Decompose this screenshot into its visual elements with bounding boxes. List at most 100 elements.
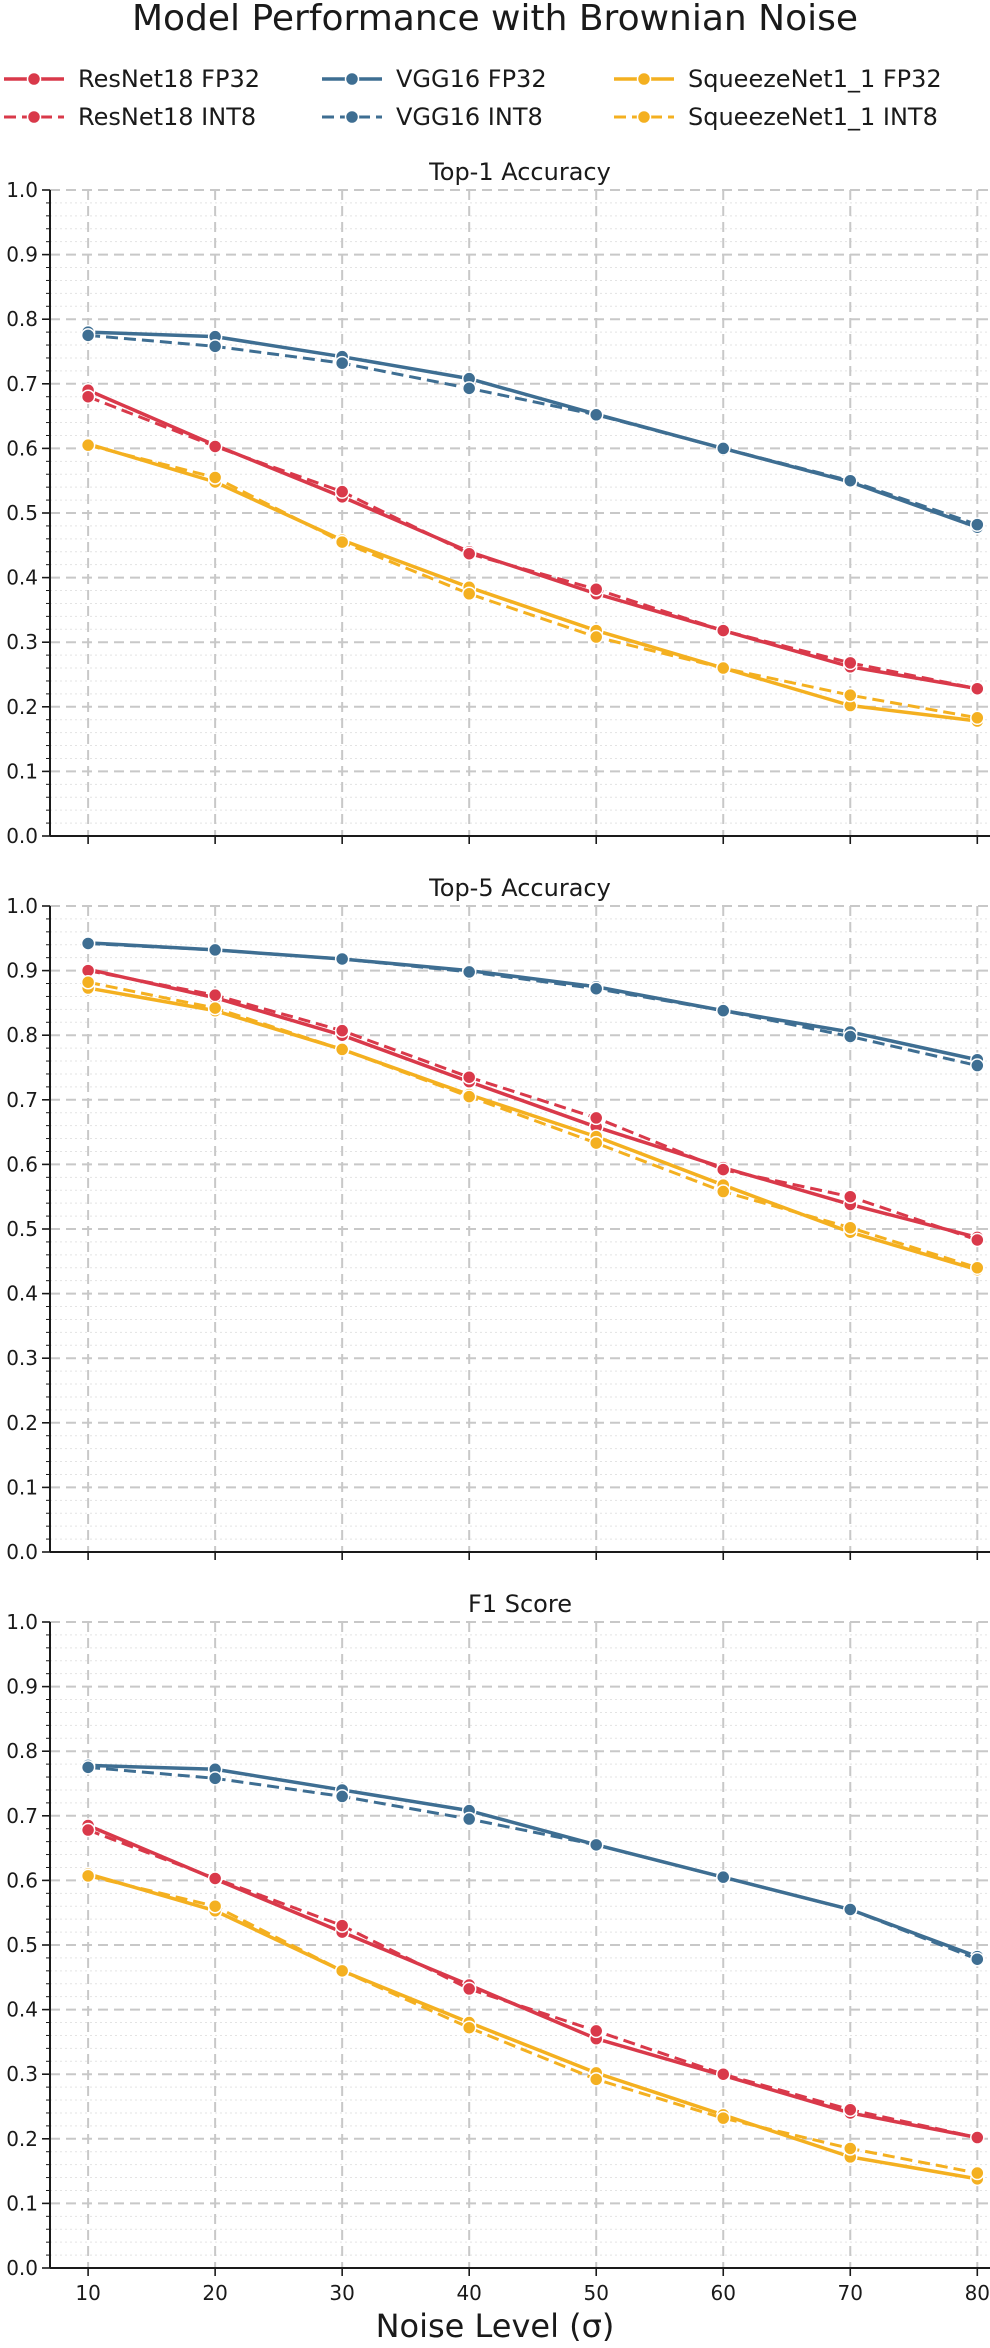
y-tick-label: 0.2 <box>6 1411 38 1435</box>
y-tick-label: 0.8 <box>6 1023 38 1047</box>
panel-title: Top-1 Accuracy <box>428 158 611 186</box>
data-point-vgg16-int8 <box>970 517 985 532</box>
data-point-vgg16-int8 <box>334 1789 350 1804</box>
data-point-squeezenet1-1-int8 <box>970 710 985 726</box>
y-tick-label: 0.1 <box>6 759 38 783</box>
data-point-vgg16-int8 <box>207 339 223 354</box>
data-point-vgg16-int8 <box>715 1869 731 1885</box>
data-point-squeezenet1-1-int8 <box>461 2020 477 2035</box>
data-point-vgg16-int8 <box>588 981 604 996</box>
x-tick-label: 50 <box>583 2281 608 2305</box>
series-line-squeezenet1-1-fp32 <box>87 986 978 1272</box>
data-point-squeezenet1-1-int8 <box>970 2165 985 2181</box>
x-tick-label: 60 <box>711 2281 736 2305</box>
y-tick-label: 0.9 <box>6 1675 38 1699</box>
y-tick-label: 0.2 <box>6 2127 38 2151</box>
data-point-squeezenet1-1-int8 <box>588 2072 604 2087</box>
data-point-vgg16-int8 <box>461 381 477 396</box>
data-point-squeezenet1-1-int8 <box>334 1963 350 1979</box>
x-tick-label: 80 <box>965 2281 990 2305</box>
y-tick-label: 0.3 <box>6 1346 38 1370</box>
data-point-resnet18-int8 <box>588 1110 604 1126</box>
data-point-squeezenet1-1-int8 <box>588 629 604 645</box>
y-tick-label: 0.8 <box>6 307 38 331</box>
y-tick-label: 0.6 <box>6 1152 38 1176</box>
data-point-vgg16-int8 <box>80 936 96 951</box>
y-tick-label: 0.2 <box>6 695 38 719</box>
data-point-squeezenet1-1-int8 <box>715 2110 731 2126</box>
data-point-resnet18-int8 <box>207 987 223 1003</box>
x-axis-label: Noise Level (σ) <box>375 2307 615 2345</box>
y-tick-label: 1.0 <box>6 894 38 918</box>
data-point-resnet18-int8 <box>588 2023 604 2039</box>
data-point-vgg16-int8 <box>970 1951 985 1967</box>
series-line-squeezenet1-1-fp32 <box>87 442 978 723</box>
y-tick-label: 0.6 <box>6 436 38 460</box>
series-line-vgg16-fp32 <box>88 1763 978 1959</box>
data-point-vgg16-int8 <box>715 441 731 456</box>
y-tick-label: 0.0 <box>6 824 38 848</box>
legend-label: SqueezeNet1_1 FP32 <box>688 65 942 93</box>
x-tick-label: 70 <box>838 2281 863 2305</box>
y-tick-label: 0.3 <box>6 630 38 654</box>
data-point-resnet18-int8 <box>80 1822 96 1838</box>
data-point-vgg16-int8 <box>843 1029 858 1044</box>
legend: ResNet18 FP32 VGG16 FP32 SqueezeNet1_1 F… <box>0 58 990 138</box>
data-point-vgg16-int8 <box>80 1760 96 1775</box>
data-point-squeezenet1-1-int8 <box>843 687 858 703</box>
data-point-resnet18-int8 <box>461 546 477 561</box>
figure-title: Model Performance with Brownian Noise <box>131 0 859 39</box>
data-point-resnet18-int8 <box>970 681 985 696</box>
series-line-vgg16-int8 <box>87 1765 978 1961</box>
legend-item-vgg16-int8: VGG16 INT8 <box>320 98 543 136</box>
data-point-vgg16-int8 <box>970 1058 985 1073</box>
data-point-squeezenet1-1-int8 <box>970 1260 985 1276</box>
y-tick-label: 0.5 <box>6 501 38 525</box>
legend-swatch-resnet18-fp32 <box>4 71 64 87</box>
y-tick-label: 0.6 <box>6 1868 38 1892</box>
data-point-squeezenet1-1-int8 <box>715 1184 731 1199</box>
y-tick-label: 0.7 <box>6 1804 38 1828</box>
data-point-squeezenet1-1-int8 <box>207 1000 223 1016</box>
data-point-vgg16-int8 <box>207 942 223 958</box>
data-point-squeezenet1-1-int8 <box>843 2141 858 2156</box>
y-tick-label: 0.4 <box>6 1998 38 2022</box>
data-point-resnet18-int8 <box>80 389 96 404</box>
data-point-squeezenet1-1-int8 <box>843 1220 858 1235</box>
data-point-squeezenet1-1-int8 <box>588 1135 604 1151</box>
y-tick-label: 0.9 <box>6 959 38 983</box>
data-point-vgg16-int8 <box>715 1003 731 1018</box>
data-point-vgg16-int8 <box>334 355 350 371</box>
series-line-vgg16-int8 <box>87 333 978 527</box>
y-tick-label: 0.4 <box>6 1282 38 1306</box>
data-point-vgg16-int8 <box>80 328 96 343</box>
data-point-resnet18-int8 <box>843 1189 858 1204</box>
data-point-squeezenet1-1-int8 <box>334 534 350 550</box>
panel-title: Top-5 Accuracy <box>428 874 611 902</box>
panel-title: F1 Score <box>468 1590 572 1618</box>
legend-swatch-squeezenet-fp32 <box>614 71 674 87</box>
legend-item-resnet18-fp32: ResNet18 FP32 <box>2 60 260 98</box>
x-tick-label: 20 <box>202 2281 227 2305</box>
legend-label: SqueezeNet1_1 INT8 <box>688 103 938 131</box>
y-tick-label: 0.5 <box>6 1933 38 1957</box>
series-line-squeezenet1-1-fp32 <box>87 1872 978 2181</box>
y-tick-label: 1.0 <box>6 1610 38 1634</box>
series-line-resnet18-fp32 <box>87 967 978 1240</box>
x-tick-label: 40 <box>456 2281 481 2305</box>
data-point-resnet18-int8 <box>461 1981 477 1997</box>
series-line-vgg16-int8 <box>88 941 978 1068</box>
x-tick-label: 10 <box>75 2281 100 2305</box>
legend-label: VGG16 FP32 <box>396 65 547 93</box>
data-point-vgg16-int8 <box>461 964 477 980</box>
data-point-squeezenet1-1-int8 <box>207 1898 223 1914</box>
data-point-squeezenet1-1-int8 <box>207 470 223 485</box>
legend-item-vgg16-fp32: VGG16 FP32 <box>320 60 547 98</box>
y-tick-label: 0.8 <box>6 1739 38 1763</box>
data-point-resnet18-int8 <box>715 1162 731 1177</box>
data-point-resnet18-int8 <box>334 1023 350 1038</box>
y-tick-label: 0.7 <box>6 372 38 396</box>
y-tick-label: 0.1 <box>6 1475 38 1499</box>
